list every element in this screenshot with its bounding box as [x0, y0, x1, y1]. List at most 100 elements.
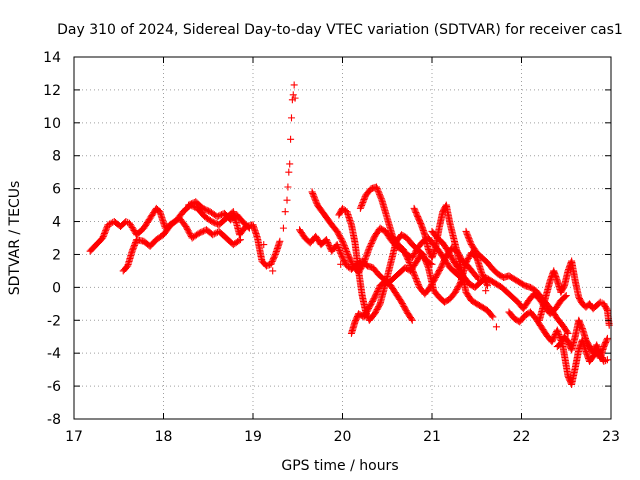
data-point — [410, 270, 418, 278]
data-point — [359, 199, 367, 207]
data-point — [106, 220, 114, 228]
y-tick-label: 0 — [52, 280, 61, 296]
data-point — [336, 246, 344, 254]
data-point — [375, 301, 383, 309]
data-point — [343, 249, 351, 257]
y-tick-label: -4 — [47, 346, 61, 362]
data-point — [334, 244, 342, 252]
data-point — [341, 245, 349, 253]
data-point — [337, 249, 345, 257]
data-point — [360, 196, 368, 204]
y-tick-label: 8 — [52, 149, 61, 165]
data-point — [422, 258, 430, 266]
data-point — [421, 256, 429, 264]
y-tick-label: 10 — [43, 116, 61, 132]
data-point — [603, 356, 611, 364]
y-tick-label: 12 — [43, 83, 61, 99]
data-point — [405, 257, 413, 265]
data-point — [419, 250, 427, 258]
x-tick-label: 17 — [65, 429, 83, 445]
x-axis-label: GPS time / hours — [281, 458, 398, 474]
data-point — [210, 230, 218, 238]
data-point — [311, 195, 319, 203]
x-tick-label: 23 — [602, 429, 620, 445]
data-point — [377, 195, 385, 203]
data-point — [423, 259, 431, 267]
data-point — [310, 194, 318, 202]
data-point — [420, 252, 428, 260]
data-point — [407, 263, 415, 271]
data-point — [339, 239, 347, 247]
data-point — [339, 237, 346, 245]
data-point — [562, 292, 570, 300]
data-point — [412, 276, 420, 284]
data-point — [423, 261, 431, 269]
data-point — [483, 282, 491, 290]
data-point — [312, 197, 320, 205]
data-point — [291, 94, 299, 102]
data-point — [342, 246, 350, 254]
data-point — [376, 192, 384, 200]
data-point — [359, 197, 367, 205]
data-point — [410, 269, 418, 277]
y-tick-label: 6 — [52, 182, 61, 198]
data-point — [287, 114, 295, 122]
data-point — [564, 329, 572, 337]
data-point — [483, 280, 491, 288]
data-point — [603, 334, 611, 342]
data-point — [103, 224, 111, 232]
y-tick-label: 4 — [52, 215, 61, 231]
x-tick-label: 18 — [155, 429, 173, 445]
data-point — [341, 243, 349, 251]
data-point — [235, 237, 243, 245]
data-point — [375, 189, 383, 197]
data-point — [492, 323, 500, 331]
data-point — [456, 280, 464, 288]
y-axis-label: SDTVAR / TECUs — [7, 181, 23, 296]
data-point — [421, 255, 429, 263]
data-point — [244, 223, 252, 231]
data-point — [358, 201, 366, 209]
data-point — [285, 168, 293, 176]
data-point — [409, 267, 417, 275]
data-point — [414, 279, 422, 287]
data-point — [424, 262, 432, 270]
data-point — [466, 238, 474, 246]
y-tick-label: 14 — [43, 50, 61, 66]
data-point — [99, 234, 107, 242]
data-point — [488, 312, 496, 320]
data-point — [603, 336, 611, 344]
data-point — [236, 236, 244, 244]
data-point — [374, 186, 382, 194]
data-point — [343, 248, 351, 256]
data-points — [86, 81, 613, 388]
data-point — [408, 316, 416, 324]
data-point — [102, 227, 110, 235]
data-point — [408, 266, 416, 274]
chart-title: Day 310 of 2024, Sidereal Day-to-day VTE… — [57, 22, 623, 38]
data-point — [286, 160, 294, 168]
grid-lines — [74, 57, 611, 419]
data-point — [99, 233, 107, 241]
data-point — [605, 321, 613, 329]
data-point — [284, 183, 292, 191]
data-point — [359, 260, 367, 268]
data-point — [407, 315, 415, 323]
data-point — [404, 256, 412, 264]
data-point — [473, 274, 481, 282]
data-point — [340, 240, 348, 248]
data-point — [283, 196, 291, 204]
x-tick-label: 19 — [244, 429, 262, 445]
data-point — [281, 208, 289, 216]
data-point — [100, 230, 108, 238]
data-point — [466, 236, 474, 244]
data-point — [309, 191, 317, 199]
data-point — [374, 187, 382, 195]
data-point — [209, 231, 217, 239]
x-tick-label: 21 — [423, 429, 441, 445]
data-point — [603, 305, 611, 313]
data-point — [411, 272, 419, 280]
data-point — [361, 194, 369, 202]
y-tick-label: -2 — [47, 313, 61, 329]
data-point — [101, 228, 109, 236]
